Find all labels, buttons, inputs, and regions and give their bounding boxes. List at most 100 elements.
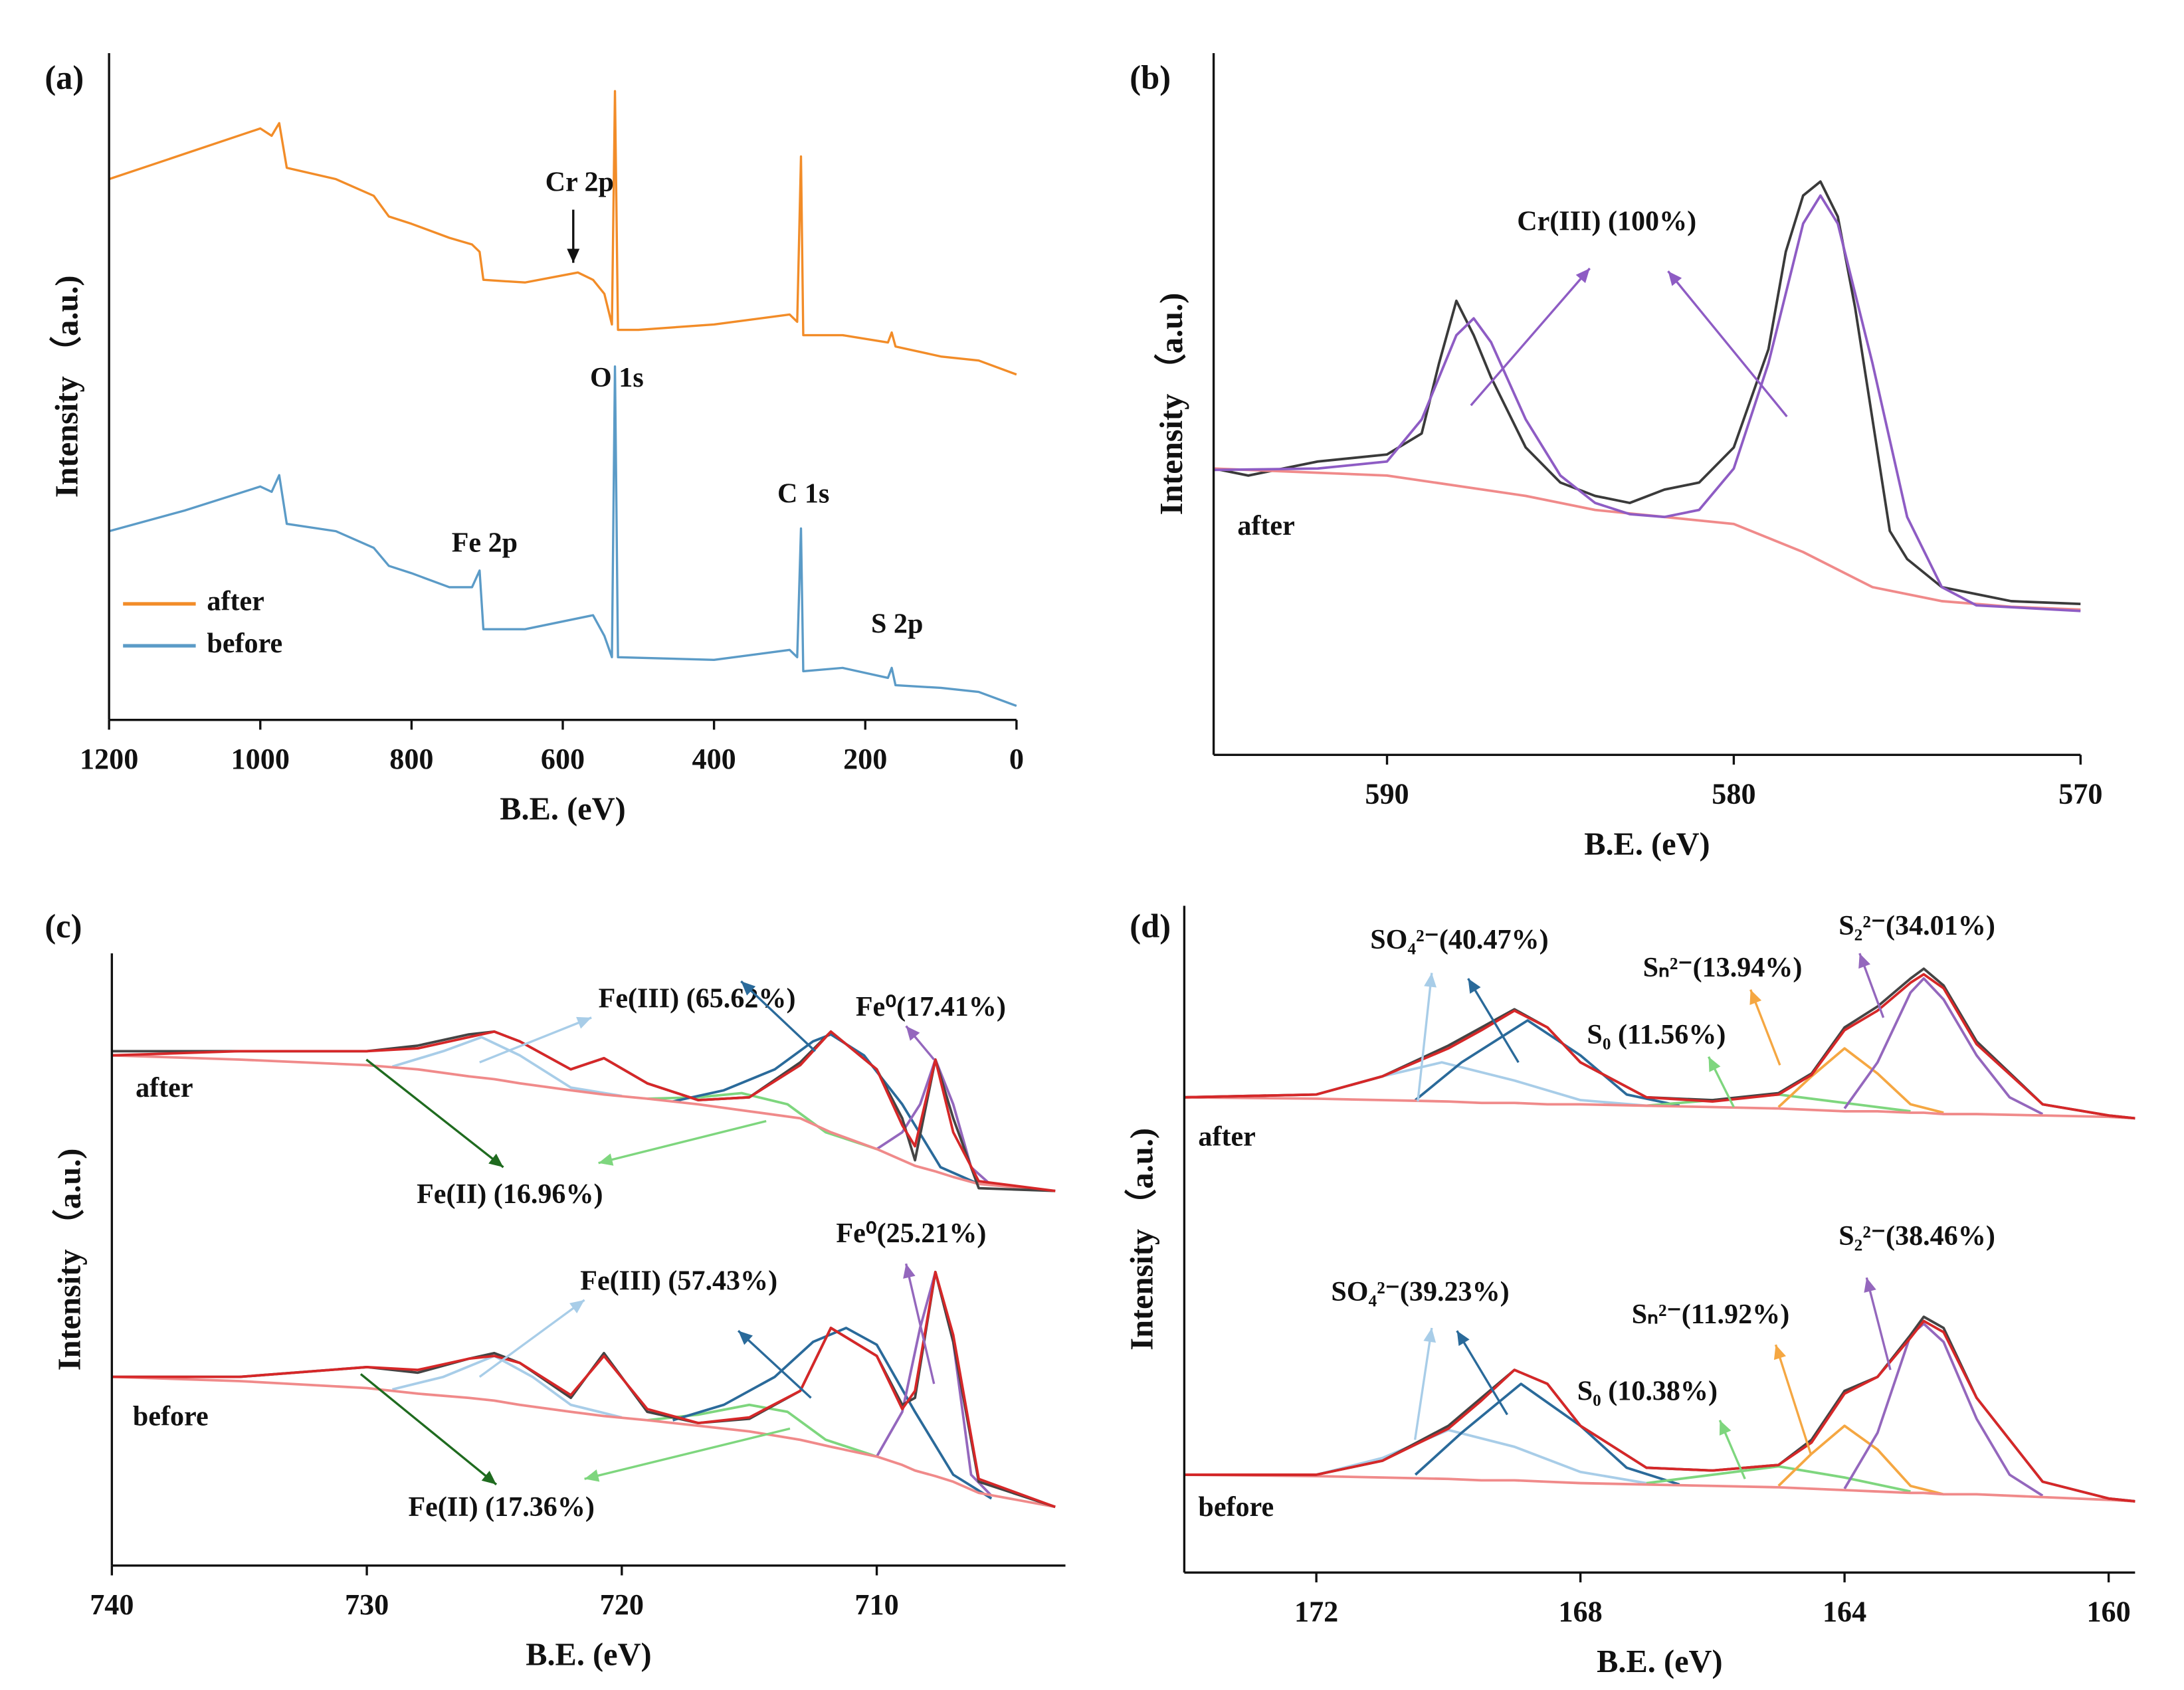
- x-tick-label: 168: [1558, 1596, 1602, 1628]
- arrow-head: [1719, 1420, 1732, 1436]
- series-line: [391, 1036, 623, 1097]
- series-line: [1213, 194, 2081, 612]
- series-line: [1777, 1047, 1944, 1114]
- series-line: [1184, 973, 2135, 1120]
- arrow-head: [569, 1299, 585, 1314]
- x-tick-label: 172: [1294, 1596, 1338, 1628]
- series-line: [108, 365, 1017, 707]
- annotation: after: [136, 1073, 193, 1103]
- panel-label: (b): [1130, 59, 1171, 96]
- x-tick-label: 0: [1009, 743, 1024, 775]
- series-line: [112, 1270, 1056, 1509]
- series-line: [1414, 1382, 1680, 1486]
- annotation: Cr 2p: [546, 167, 614, 197]
- panel-label: (a): [45, 59, 84, 96]
- series-line: [1414, 1019, 1680, 1107]
- annotation: after: [1198, 1122, 1255, 1153]
- arrow-head: [1708, 1056, 1721, 1072]
- arrow-head: [1468, 978, 1481, 994]
- x-tick-label: 1000: [231, 743, 290, 775]
- annotation: Cr(III) (100%): [1517, 206, 1696, 236]
- x-tick-label: 730: [345, 1588, 389, 1621]
- series-line: [1843, 977, 2044, 1115]
- arrow-head: [1864, 1277, 1876, 1293]
- arrow: [1456, 1330, 1508, 1416]
- x-tick-label: 720: [600, 1588, 644, 1621]
- arrow-head: [488, 1153, 504, 1168]
- x-tick-label: 580: [1712, 778, 1755, 810]
- arrow: [478, 1299, 585, 1378]
- arrow: [1774, 1344, 1812, 1454]
- y-axis-label: Intensity （a.u.): [1124, 1128, 1160, 1351]
- series-line: [1843, 1322, 2044, 1497]
- series-line: [112, 1030, 1056, 1192]
- annotation: Sₙ²⁻(11.92%): [1632, 1299, 1789, 1330]
- x-tick-label: 164: [1823, 1596, 1866, 1628]
- series-line: [876, 1058, 993, 1186]
- arrow-head: [738, 1331, 753, 1345]
- arrow: [479, 1016, 592, 1064]
- arrow: [584, 1427, 791, 1480]
- annotation: SO₄²⁻(40.47%): [1370, 925, 1548, 955]
- arrow-head: [481, 1471, 497, 1485]
- x-axis-label: B.E. (eV): [1597, 1644, 1722, 1679]
- annotation: Fe(III) (65.62%): [599, 983, 796, 1014]
- arrow: [1467, 978, 1520, 1064]
- x-tick-label: 740: [90, 1588, 134, 1621]
- x-axis-label: B.E. (eV): [1584, 826, 1710, 862]
- annotation: Sₙ²⁻(13.94%): [1643, 953, 1803, 983]
- arrow-head: [741, 981, 756, 996]
- series-line: [1777, 1424, 1944, 1496]
- x-tick-label: 400: [692, 743, 736, 775]
- x-axis-label: B.E. (eV): [526, 1638, 651, 1673]
- y-axis-label: Intensity （a.u.): [52, 1149, 88, 1371]
- annotation: Fe 2p: [452, 527, 518, 558]
- arrow-head: [584, 1469, 600, 1482]
- arrow-head: [1773, 1345, 1786, 1361]
- series-line: [112, 1375, 1056, 1509]
- arrow: [737, 1329, 812, 1399]
- annotation: Fe⁰(25.21%): [836, 1218, 986, 1249]
- annotation: O 1s: [590, 363, 644, 393]
- arrow-head: [1456, 1331, 1470, 1347]
- x-tick-label: 600: [541, 743, 585, 775]
- arrow: [1865, 1277, 1892, 1370]
- series-line: [1184, 1095, 2135, 1120]
- arrow-head: [1668, 271, 1682, 286]
- annotation: Fe(II) (17.36%): [408, 1492, 594, 1523]
- arrow-head: [567, 248, 580, 263]
- annotation: before: [133, 1401, 209, 1432]
- x-tick-label: 590: [1365, 778, 1409, 810]
- arrow: [740, 980, 816, 1052]
- arrow: [1413, 1327, 1433, 1440]
- annotation: Fe(II) (16.96%): [417, 1179, 603, 1210]
- panel-label: (c): [45, 907, 82, 945]
- arrow-head: [906, 1026, 920, 1041]
- arrow: [1417, 973, 1433, 1102]
- arrow-head: [1424, 973, 1437, 988]
- series-line: [1316, 1428, 1647, 1485]
- x-tick-label: 570: [2058, 778, 2102, 810]
- x-tick-label: 1200: [80, 743, 138, 775]
- annotation: C 1s: [777, 479, 829, 510]
- annotation: S 2p: [871, 609, 923, 639]
- x-axis-label: B.E. (eV): [500, 792, 625, 827]
- arrow-head: [1575, 268, 1590, 284]
- legend-label: after: [207, 587, 264, 617]
- arrow-head: [1858, 953, 1870, 969]
- series-line: [1213, 180, 2081, 606]
- annotation: S₂²⁻(38.46%): [1838, 1221, 1995, 1252]
- arrow: [1667, 270, 1788, 418]
- series-line: [1184, 1319, 2135, 1503]
- series-line: [112, 1270, 1056, 1509]
- x-tick-label: 160: [2086, 1596, 2130, 1628]
- annotation: SO₄²⁻(39.23%): [1331, 1277, 1509, 1307]
- y-axis-label: Intensity （a.u.): [1153, 293, 1189, 516]
- series-line: [672, 1033, 979, 1186]
- arrow: [1470, 267, 1591, 407]
- arrow: [365, 1058, 504, 1169]
- series-line: [108, 90, 1017, 376]
- annotation: Fe(III) (57.43%): [580, 1266, 777, 1296]
